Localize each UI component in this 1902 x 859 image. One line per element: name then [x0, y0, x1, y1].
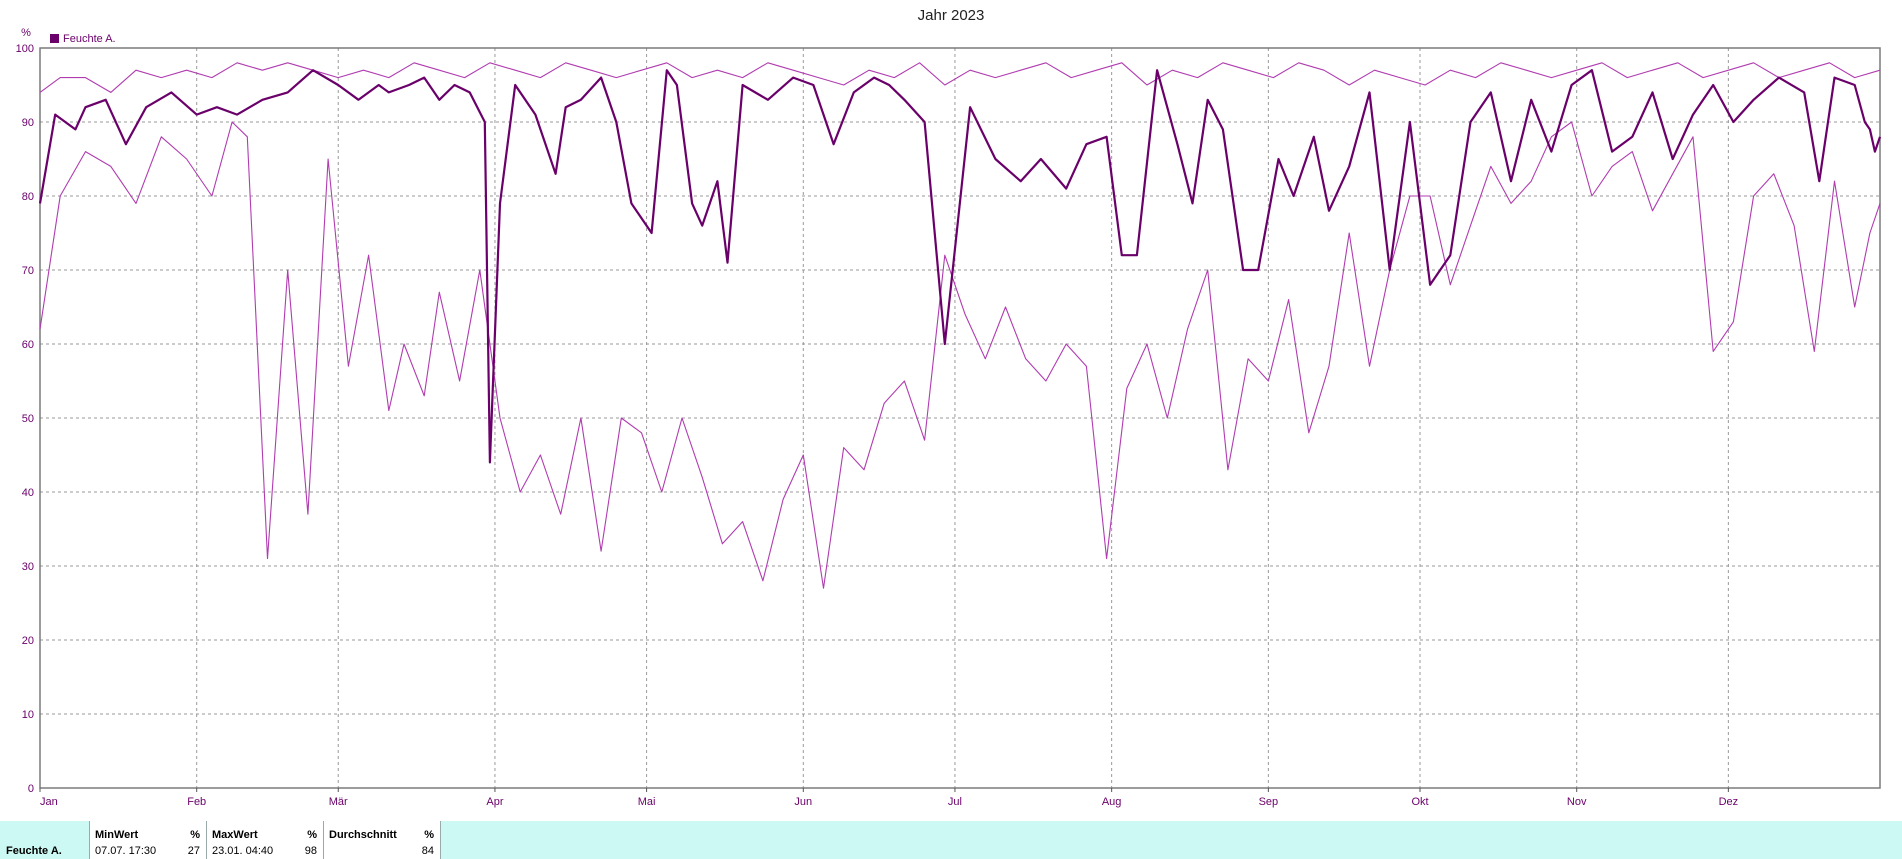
- stats-series-name: Feuchte A.: [6, 845, 62, 857]
- x-tick-label: Jan: [40, 796, 58, 808]
- stats-min-date: 07.07. 17:30: [95, 845, 157, 857]
- stats-avg-unit: %: [424, 829, 434, 841]
- y-tick-label: 60: [22, 339, 34, 351]
- stats-max-cell: MaxWert % 23.01. 04:40 98: [206, 821, 324, 859]
- plot-frame: [39, 47, 1881, 789]
- legend-label: Feuchte A.: [63, 33, 116, 45]
- y-unit-label: %: [21, 27, 31, 39]
- x-tick-label: Apr: [486, 796, 503, 808]
- x-axis-ticks: Jan Feb Mär Apr Mai Jun Jul Aug Sep Okt Nov Dez: [39, 788, 1739, 808]
- x-tick-label: Nov: [1567, 796, 1587, 808]
- stats-series-cell: Feuchte A.: [0, 821, 90, 859]
- y-tick-label: 20: [22, 635, 34, 647]
- x-tick-label: Okt: [1411, 796, 1428, 808]
- statistics-bar: Feuchte A. MinWert % 07.07. 17:30 27 Max…: [0, 821, 1902, 859]
- stats-min-cell: MinWert % 07.07. 17:30 27: [89, 821, 207, 859]
- y-tick-label: 0: [28, 783, 34, 795]
- stats-avg-value: 84: [421, 845, 434, 857]
- x-tick-label: Feb: [187, 796, 206, 808]
- y-tick-label: 70: [22, 265, 34, 277]
- x-tick-label: Sep: [1259, 796, 1279, 808]
- series-line-min: [39, 121, 1881, 589]
- x-tick-label: Mai: [638, 796, 656, 808]
- grid: [40, 48, 1880, 788]
- x-tick-label: Jun: [794, 796, 812, 808]
- y-tick-label: 40: [22, 487, 34, 499]
- x-tick-label: Jul: [948, 796, 962, 808]
- y-tick-label: 90: [22, 117, 34, 129]
- y-tick-label: 30: [22, 561, 34, 573]
- stats-min-header: MinWert: [95, 829, 139, 841]
- stats-max-value: 98: [304, 845, 317, 857]
- y-tick-label: 50: [22, 413, 34, 425]
- series-lines: [38, 62, 1882, 589]
- chart: Jahr 2023 % Feuchte A. 0 10 20 30 40 50 60 70 80…: [16, 7, 1882, 808]
- x-tick-label: Aug: [1102, 796, 1122, 808]
- stats-max-header: MaxWert: [212, 829, 258, 841]
- legend: Feuchte A.: [50, 33, 116, 45]
- chart-title: Jahr 2023: [918, 7, 985, 24]
- y-tick-label: 80: [22, 191, 34, 203]
- legend-swatch: [50, 34, 59, 43]
- stats-min-value: 27: [187, 845, 200, 857]
- y-tick-label: 100: [16, 43, 34, 55]
- y-axis-ticks: 0 10 20 30 40 50 60 70 80 90 100: [16, 43, 34, 795]
- stats-min-unit: %: [190, 829, 200, 841]
- stats-avg-cell: Durchschnitt % 84: [323, 821, 441, 859]
- y-tick-label: 10: [22, 709, 34, 721]
- stats-max-date: 23.01. 04:40: [212, 845, 274, 857]
- series-line-mean: [38, 69, 1882, 464]
- stats-avg-header: Durchschnitt: [329, 829, 397, 841]
- stats-max-unit: %: [307, 829, 317, 841]
- x-tick-label: Mär: [329, 796, 348, 808]
- x-tick-label: Dez: [1719, 796, 1739, 808]
- series-line-max: [39, 62, 1881, 93]
